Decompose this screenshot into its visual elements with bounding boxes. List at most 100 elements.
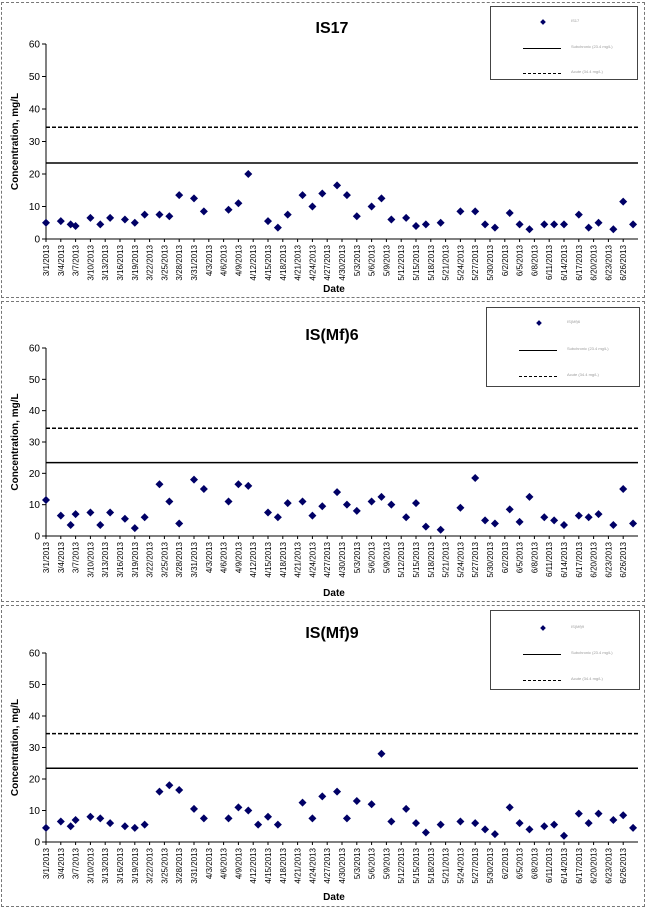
- legend-entry-subchronic: Subchronic (23.4 mg/L): [491, 649, 639, 661]
- y-tick-label: 10: [29, 500, 41, 511]
- data-point: [155, 210, 164, 219]
- chart-panel-ismf9: IS(Mf)9 Concentration, mg/L Date 0 10 20 30 40 5…: [1, 605, 645, 907]
- data-point: [550, 516, 559, 525]
- data-point: [412, 499, 420, 508]
- chart-panel-is17: IS17 Concentration, mg/L Date 0 10 20 30 40 50 60…: [1, 2, 645, 298]
- x-tick-label: 5/6/2013: [368, 847, 377, 879]
- x-tick-label: 3/22/2013: [146, 847, 155, 883]
- data-point: [574, 210, 583, 219]
- x-tick-label: 4/27/2013: [323, 244, 332, 280]
- data-point: [308, 511, 317, 520]
- data-point: [342, 814, 351, 823]
- data-point: [515, 819, 524, 828]
- x-tick-label: 4/30/2013: [338, 847, 347, 883]
- data-point: [140, 820, 149, 829]
- data-point: [456, 817, 465, 826]
- x-tick-label: 6/23/2013: [604, 244, 613, 280]
- x-tick-label: 3/13/2013: [101, 847, 110, 883]
- x-tick-label: 5/24/2013: [456, 847, 465, 883]
- x-tick-label: 6/20/2013: [590, 244, 599, 280]
- data-point: [283, 210, 292, 219]
- x-tick-label: 3/31/2013: [190, 847, 199, 883]
- solid-line-icon: [523, 654, 561, 655]
- x-tick-label: 6/14/2013: [560, 847, 569, 883]
- data-point: [66, 521, 75, 530]
- x-tick-label: 5/18/2013: [427, 541, 436, 577]
- data-point: [540, 513, 549, 522]
- data-point: [412, 222, 420, 230]
- data-point: [273, 820, 282, 829]
- data-point: [525, 492, 534, 501]
- legend-label: Acute (34.4 mg/L): [567, 372, 599, 377]
- x-tick-label: 6/11/2013: [545, 244, 554, 280]
- x-tick-label: 5/18/2013: [427, 847, 436, 883]
- chart-title: IS17: [316, 20, 349, 37]
- data-point: [619, 485, 628, 493]
- x-tick-label: 3/28/2013: [175, 847, 184, 883]
- legend-entry-acute: Acute (34.4 mg/L): [491, 675, 639, 687]
- data-point: [540, 822, 549, 831]
- data-point: [550, 820, 559, 829]
- data-point: [175, 519, 184, 528]
- dashed-line-icon: [523, 73, 561, 74]
- x-tick-label: 3/28/2013: [175, 541, 184, 577]
- data-point: [609, 815, 618, 824]
- x-tick-label: 6/5/2013: [516, 847, 525, 879]
- x-tick-label: 4/6/2013: [220, 847, 229, 879]
- y-tick-label: 40: [29, 105, 41, 116]
- data-point: [594, 809, 603, 818]
- y-tick-label: 50: [29, 680, 41, 691]
- data-point: [367, 800, 376, 809]
- x-tick-label: 4/6/2013: [220, 541, 229, 573]
- x-tick-label: 5/6/2013: [368, 244, 377, 276]
- data-point: [106, 819, 115, 828]
- y-tick-label: 0: [34, 532, 40, 543]
- x-tick-label: 4/3/2013: [205, 541, 214, 573]
- chart-title: IS(Mf)6: [305, 327, 358, 344]
- x-tick-label: 6/8/2013: [530, 847, 539, 879]
- chart-legend: IS(Mf)6 Subchronic (23.4 mg/L) Acute (34…: [486, 307, 640, 387]
- data-point: [318, 502, 327, 511]
- y-axis-label: Concentration, mg/L: [10, 93, 21, 190]
- data-point: [106, 213, 115, 222]
- data-point: [165, 497, 174, 506]
- data-point: [130, 823, 139, 832]
- data-point: [273, 513, 282, 522]
- data-point: [342, 500, 351, 509]
- data-point: [165, 781, 174, 790]
- data-point: [120, 822, 129, 831]
- y-tick-label: 60: [29, 40, 41, 51]
- solid-line-icon: [523, 48, 561, 49]
- x-tick-label: 6/5/2013: [516, 244, 525, 276]
- x-tick-label: 4/3/2013: [205, 244, 214, 276]
- x-tick-label: 5/12/2013: [397, 847, 406, 883]
- data-point: [96, 220, 105, 229]
- data-point: [436, 218, 445, 227]
- x-tick-label: 4/15/2013: [264, 244, 273, 280]
- data-point: [629, 220, 638, 229]
- y-tick-label: 10: [29, 806, 41, 817]
- data-point: [298, 191, 307, 200]
- y-tick-label: 40: [29, 406, 41, 417]
- x-tick-label: 5/27/2013: [471, 244, 480, 280]
- data-point: [140, 513, 149, 522]
- x-tick-label: 6/23/2013: [604, 541, 613, 577]
- data-point: [234, 480, 243, 489]
- data-point: [244, 481, 253, 490]
- x-tick-label: 5/24/2013: [456, 541, 465, 577]
- x-tick-label: 5/3/2013: [353, 847, 362, 879]
- x-tick-label: 4/15/2013: [264, 847, 273, 883]
- x-tick-label: 4/15/2013: [264, 541, 273, 577]
- x-tick-label: 5/9/2013: [382, 541, 391, 573]
- legend-entry-acute: Acute (34.4 mg/L): [491, 68, 637, 80]
- x-tick-label: 3/25/2013: [160, 847, 169, 883]
- y-tick-label: 60: [29, 649, 41, 660]
- x-tick-label: 6/2/2013: [501, 541, 510, 573]
- data-point: [456, 503, 465, 512]
- x-tick-label: 5/3/2013: [353, 541, 362, 573]
- chart-legend: IS17 Subchronic (23.4 mg/L) Acute (34.4 …: [490, 6, 638, 80]
- data-point: [402, 804, 411, 813]
- diamond-marker-icon: [536, 320, 542, 326]
- data-point: [481, 516, 490, 525]
- x-tick-label: 5/6/2013: [368, 541, 377, 573]
